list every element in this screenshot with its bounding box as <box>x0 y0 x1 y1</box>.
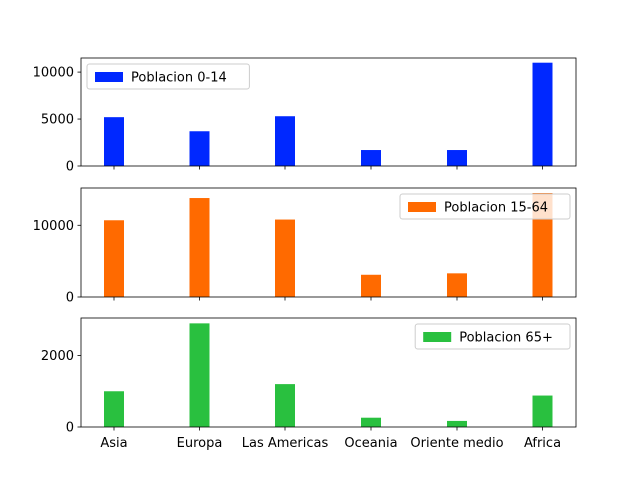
legend-swatch <box>423 332 452 342</box>
x-tick-label: Las Americas <box>242 436 329 451</box>
y-tick-label: 0 <box>66 421 74 436</box>
bar-oriente-medio <box>447 273 467 297</box>
y-tick-label: 10000 <box>33 219 74 234</box>
legend-label: Poblacion 0-14 <box>131 71 227 86</box>
y-tick-label: 0 <box>66 291 74 306</box>
axes-frame <box>80 187 577 298</box>
bar-oceania <box>361 150 381 166</box>
bar-oriente-medio <box>447 150 467 166</box>
subplot-1: 0 5000 10000 Poblacion 0-14 <box>33 57 577 175</box>
y-tick-label: 5000 <box>41 113 74 128</box>
bar-europa <box>189 323 210 427</box>
legend-box <box>414 323 571 350</box>
y-tick-label: 2000 <box>41 349 74 364</box>
legend-box <box>399 193 571 220</box>
bar-las-americas <box>275 384 295 427</box>
x-tick-label: Asia <box>100 436 127 451</box>
bar-europa <box>189 198 210 297</box>
legend-box <box>86 63 250 90</box>
legend: Poblacion 65+ <box>414 323 571 350</box>
axes-frame <box>80 317 577 428</box>
legend-swatch <box>408 202 436 212</box>
bar-africa <box>532 395 553 427</box>
bar-asia <box>104 117 124 166</box>
y-tick-label: 0 <box>66 160 74 175</box>
bar-asia <box>104 391 124 427</box>
axes-frame <box>80 57 577 167</box>
x-tick-label: Africa <box>524 436 561 451</box>
bar-las-americas <box>275 116 295 166</box>
bar-asia <box>104 220 124 297</box>
subplot-2: 0 10000 Poblacion 15-64 <box>33 187 577 306</box>
bar-europa <box>189 131 210 166</box>
bar-oriente-medio <box>447 420 467 427</box>
legend-label: Poblacion 15-64 <box>444 201 548 216</box>
legend-swatch <box>95 72 123 82</box>
bar-las-americas <box>275 219 295 297</box>
legend: Poblacion 0-14 <box>86 63 250 90</box>
x-tick-label: Europa <box>177 436 223 451</box>
legend: Poblacion 15-64 <box>399 193 571 220</box>
bar-oceania <box>361 417 381 427</box>
y-tick-label: 10000 <box>33 66 74 81</box>
bar-africa <box>532 62 553 167</box>
x-tick-label: Oceania <box>344 436 397 451</box>
subplot-3: 0 2000 Asia Europa Las Americas Oceania Orient… <box>41 317 577 451</box>
legend-label: Poblacion 65+ <box>459 331 553 346</box>
x-tick-label: Oriente medio <box>410 436 503 451</box>
bar-oceania <box>361 274 381 297</box>
